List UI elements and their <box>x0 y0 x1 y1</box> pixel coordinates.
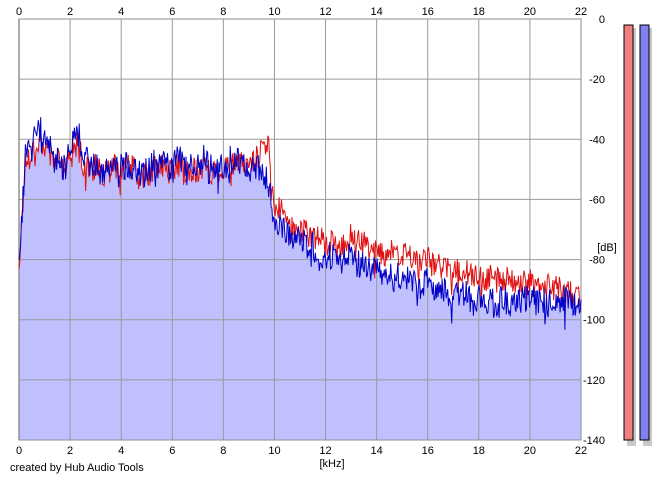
x-tick-label-bottom: 12 <box>319 445 331 457</box>
credit-text: created by Hub Audio Tools <box>10 462 144 474</box>
plot-frame <box>18 18 582 441</box>
x-tick-label-top: 2 <box>67 6 73 18</box>
series-line-blue <box>18 117 582 330</box>
x-tick-label-bottom: 20 <box>524 445 536 457</box>
x-tick-label-top: 16 <box>422 6 434 18</box>
y-tick-label: -100 <box>583 315 605 327</box>
y-tick-label: -140 <box>583 435 605 447</box>
x-tick-label-bottom: 18 <box>473 445 485 457</box>
spectrum-fill <box>19 132 581 440</box>
y-axis-label: [dB] <box>597 242 617 254</box>
x-tick-label-bottom: 4 <box>118 445 124 457</box>
x-tick-label-top: 14 <box>371 6 383 18</box>
y-tick-label: -80 <box>589 255 605 267</box>
level-meter-left <box>623 24 634 441</box>
y-tick-label: -60 <box>589 194 605 206</box>
x-tick-label-bottom: 22 <box>575 445 587 457</box>
x-tick-label-top: 0 <box>16 6 22 18</box>
x-tick-label-bottom: 2 <box>67 445 73 457</box>
x-tick-label-bottom: 16 <box>422 445 434 457</box>
y-tick-label: -120 <box>583 375 605 387</box>
level-meter-right <box>639 24 650 441</box>
x-tick-label-top: 20 <box>524 6 536 18</box>
x-tick-label-top: 12 <box>319 6 331 18</box>
x-tick-label-top: 6 <box>169 6 175 18</box>
y-tick-label: 0 <box>599 14 605 26</box>
x-axis-label: [kHz] <box>319 458 344 470</box>
x-tick-label-top: 22 <box>575 6 587 18</box>
x-tick-label-bottom: 8 <box>220 445 226 457</box>
y-tick-label: -20 <box>589 74 605 86</box>
x-tick-label-bottom: 10 <box>268 445 280 457</box>
x-tick-label-top: 18 <box>473 6 485 18</box>
x-tick-label-top: 8 <box>220 6 226 18</box>
x-tick-label-bottom: 6 <box>169 445 175 457</box>
x-tick-label-bottom: 0 <box>16 445 22 457</box>
x-tick-label-bottom: 14 <box>371 445 383 457</box>
y-tick-label: -40 <box>589 134 605 146</box>
x-tick-label-top: 10 <box>268 6 280 18</box>
x-tick-label-top: 4 <box>118 6 124 18</box>
